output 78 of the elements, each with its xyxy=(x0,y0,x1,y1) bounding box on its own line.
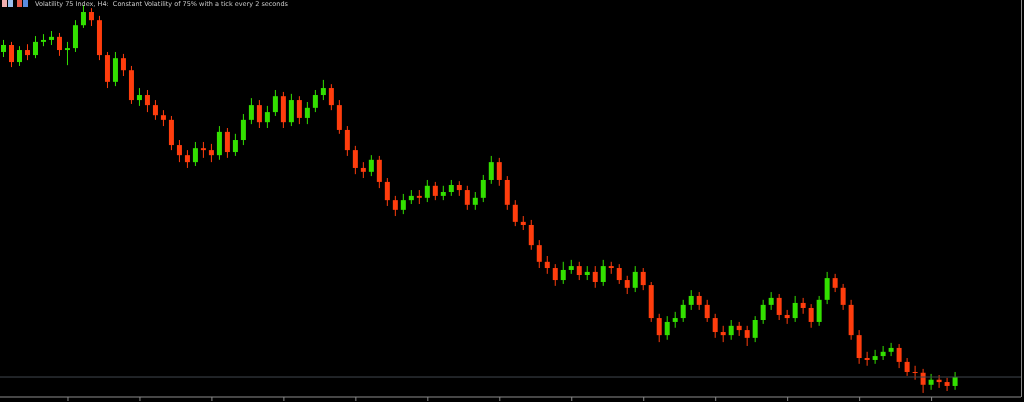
candlestick xyxy=(192,141,198,167)
candlestick xyxy=(928,373,934,391)
candlestick xyxy=(288,93,294,127)
candlestick xyxy=(656,313,662,343)
candlestick xyxy=(400,193,406,215)
candlestick xyxy=(312,89,318,113)
candlestick xyxy=(488,155,494,185)
candlestick xyxy=(392,195,398,217)
candlestick xyxy=(432,181,438,201)
candlestick xyxy=(576,261,582,281)
candlestick xyxy=(368,154,374,177)
candlestick xyxy=(112,51,118,87)
candlestick xyxy=(712,313,718,339)
candlestick xyxy=(864,351,870,367)
candlestick xyxy=(176,139,182,163)
candlestick xyxy=(896,343,902,369)
candlestick xyxy=(840,283,846,311)
candlestick xyxy=(856,329,862,365)
candlestick xyxy=(32,35,38,59)
candlestick xyxy=(224,127,230,159)
candlestick xyxy=(264,105,270,129)
candlestick xyxy=(880,345,886,361)
candlestick xyxy=(888,342,894,357)
candlestick xyxy=(72,19,78,53)
candlestick xyxy=(624,275,630,295)
candlestick xyxy=(760,299,766,325)
candlestick xyxy=(272,89,278,117)
candlestick xyxy=(256,99,262,129)
candlestick xyxy=(120,53,126,77)
candlestick xyxy=(792,295,798,323)
candlestick xyxy=(240,113,246,146)
candlestick xyxy=(816,295,822,327)
candlestick xyxy=(304,101,310,125)
candlestick xyxy=(464,185,470,211)
candlestick xyxy=(144,89,150,113)
candlestick xyxy=(384,177,390,207)
candlestick xyxy=(480,174,486,203)
candlestick xyxy=(752,315,758,343)
candlestick xyxy=(632,265,638,293)
candlestick xyxy=(872,349,878,365)
candlestick xyxy=(600,259,606,287)
candlestick xyxy=(376,155,382,189)
candlestick xyxy=(528,219,534,251)
candlestick xyxy=(232,133,238,157)
candlestick xyxy=(296,95,302,125)
candlestick xyxy=(496,157,502,187)
candlestick xyxy=(616,263,622,285)
candlestick xyxy=(552,263,558,287)
candlestick xyxy=(16,45,22,67)
candlestick xyxy=(824,271,830,305)
candlestick xyxy=(704,299,710,323)
candlestick xyxy=(208,143,214,163)
candlestick xyxy=(744,325,750,347)
candlestick xyxy=(152,99,158,121)
candlestick xyxy=(9,41,14,68)
candlestick xyxy=(592,265,598,289)
candlestick xyxy=(216,125,222,161)
candlestick xyxy=(56,32,62,57)
candlestick xyxy=(664,315,670,341)
candlestick xyxy=(560,261,566,285)
candlestick xyxy=(640,267,646,291)
candlestick xyxy=(536,239,542,269)
candlestick xyxy=(808,303,814,329)
candlestick xyxy=(248,97,254,125)
candlestick xyxy=(328,83,334,111)
candlestick xyxy=(424,179,430,203)
candlestick xyxy=(680,299,686,323)
candlestick xyxy=(320,79,326,101)
candlestick xyxy=(728,319,734,341)
candlestick xyxy=(344,125,350,157)
candlestick xyxy=(944,377,950,392)
candlestick xyxy=(512,199,518,227)
candlestick xyxy=(352,145,358,175)
candlestick xyxy=(832,273,838,293)
candlestick xyxy=(64,41,70,66)
candlestick xyxy=(912,365,918,381)
candlestick xyxy=(776,293,782,321)
candlestick xyxy=(688,289,694,311)
